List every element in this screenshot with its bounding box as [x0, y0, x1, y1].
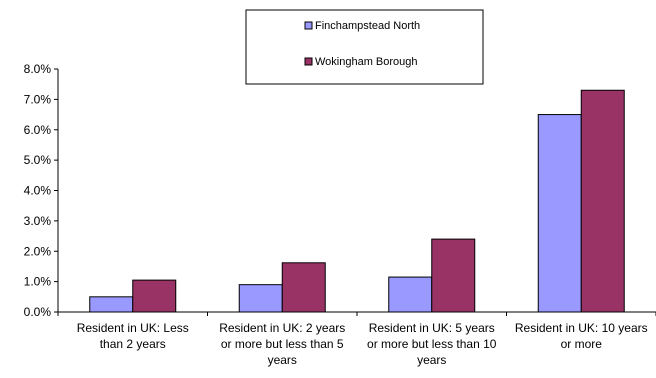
legend-swatch [304, 57, 313, 66]
y-tick-label: 3.0% [24, 214, 52, 228]
y-tick-label: 7.0% [24, 92, 52, 106]
legend-swatch [304, 21, 313, 30]
x-axis: Resident in UK: Less than 2 years Resident… [57, 311, 656, 367]
bar-wokingham-borough [580, 89, 625, 313]
y-tick-label: 5.0% [24, 153, 52, 167]
y-tick-label: 4.0% [24, 184, 52, 198]
bar-wokingham-borough [132, 279, 177, 313]
x-category-label: Resident in UK: Less than 2 years [77, 321, 189, 351]
legend-label: Finchampstead North [315, 20, 420, 32]
bar-finchampstead-north [388, 276, 433, 313]
bar-wokingham-borough [431, 238, 476, 313]
y-tick-label: 8.0% [24, 62, 52, 76]
bar-finchampstead-north [89, 296, 134, 313]
bars [89, 89, 625, 313]
bar-finchampstead-north [537, 114, 582, 313]
x-category-label: Resident in UK: 5 years or more but less … [367, 321, 497, 367]
legend-box [245, 9, 484, 85]
y-tick-label: 0.0% [24, 305, 52, 319]
y-tick-label: 2.0% [24, 244, 52, 258]
x-category-label: Resident in UK: 10 years or more [515, 321, 648, 351]
bar-wokingham-borough [281, 262, 326, 313]
y-tick-label: 1.0% [24, 275, 52, 289]
bar-finchampstead-north [238, 284, 283, 313]
y-axis: 0.0% 1.0% 2.0% 3.0% 4.0% 5.0% 6.0% 7.0% 8.0% [24, 62, 59, 319]
legend-label: Wokingham Borough [315, 56, 418, 68]
legend: Finchampstead North Wokingham Borough [245, 9, 484, 85]
x-category-label: Resident in UK: 2 years or more but less … [219, 321, 345, 367]
y-tick-label: 6.0% [24, 123, 52, 137]
